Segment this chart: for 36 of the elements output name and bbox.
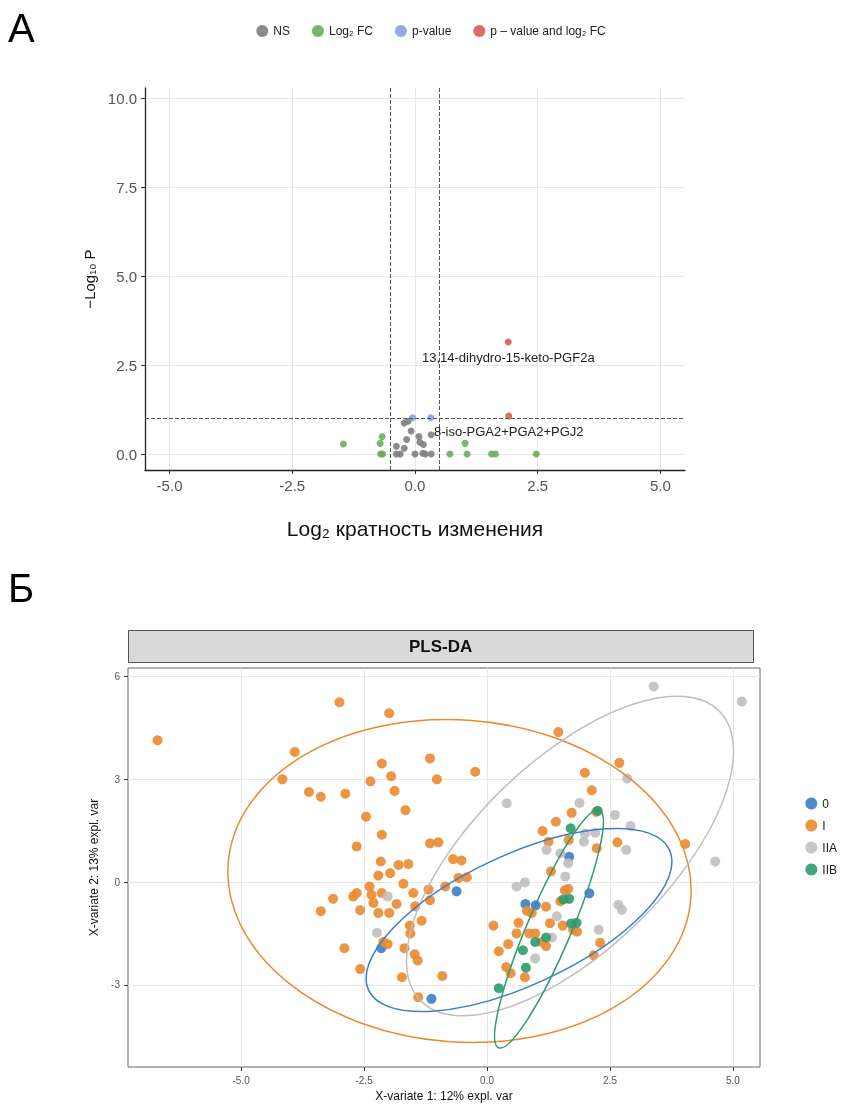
- annotation: 8-iso-PGA2+PGA2+PGJ2: [433, 423, 584, 439]
- y-tick-label: 0.0: [116, 445, 137, 463]
- legend-label: IIB: [822, 862, 837, 877]
- legend-label: IIA: [822, 840, 837, 855]
- text: Б: [8, 566, 35, 610]
- x-tick-label: -2.5: [279, 477, 306, 494]
- x-tick-label: 0.0: [404, 477, 426, 494]
- y-tick-label: 5.0: [116, 267, 137, 285]
- y-tick-label: 2.5: [116, 356, 137, 374]
- legend-label: p-value: [411, 24, 452, 38]
- x-axis-title: X-variate 1: 12% expl. var: [375, 1088, 513, 1103]
- legend-label: p – value and log₂ FC: [490, 24, 607, 38]
- y-axis-title: X-variate 2: 13% expl. var: [87, 798, 102, 937]
- x-tick-label: -5.0: [232, 1074, 251, 1086]
- x-axis-title: Log₂ кратность изменения: [286, 517, 544, 540]
- chart-title: PLS-DA: [409, 637, 473, 656]
- y-tick-label: 7.5: [116, 179, 137, 196]
- x-tick-label: 2.5: [603, 1074, 618, 1086]
- x-tick-label: 5.0: [650, 477, 671, 494]
- legend-label: I: [822, 818, 826, 833]
- x-tick-label: -5.0: [156, 477, 183, 494]
- legend-label: NS: [273, 24, 290, 38]
- annotation: 13,14-dihydro-15-keto-PGF2a: [421, 350, 596, 366]
- legend-label: 0: [822, 796, 830, 811]
- x-tick-label: -2.5: [355, 1074, 374, 1086]
- text: А: [8, 6, 35, 50]
- legend-label: Log₂ FC: [328, 24, 374, 38]
- x-tick-label: 0.0: [480, 1074, 495, 1086]
- y-axis-title: −Log₁₀ P: [80, 249, 98, 309]
- y-tick-label: 6: [114, 671, 121, 683]
- y-tick-label: 0: [114, 876, 121, 888]
- y-tick-label: 3: [114, 773, 121, 785]
- x-tick-label: 2.5: [527, 477, 549, 494]
- y-tick-label: 10.0: [107, 90, 137, 108]
- y-tick-label: -3: [111, 979, 121, 991]
- x-tick-label: 5.0: [726, 1074, 741, 1086]
